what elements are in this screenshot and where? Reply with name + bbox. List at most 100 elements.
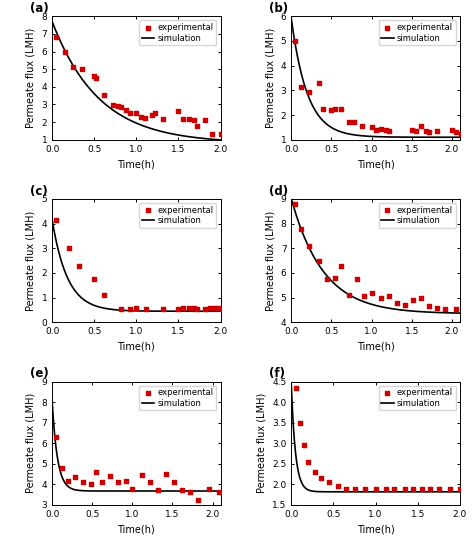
- experimental: [435, 485, 443, 494]
- Legend: experimental, simulation: experimental, simulation: [139, 21, 217, 45]
- experimental: [448, 125, 456, 134]
- experimental: [114, 102, 122, 111]
- simulation: [380, 489, 385, 495]
- simulation: [214, 136, 219, 143]
- experimental: [170, 478, 178, 487]
- Y-axis label: Permeate flux (LMH): Permeate flux (LMH): [265, 211, 275, 311]
- Text: (b): (b): [269, 2, 289, 15]
- experimental: [146, 478, 154, 487]
- experimental: [52, 433, 60, 441]
- experimental: [316, 79, 323, 87]
- simulation: [370, 489, 375, 495]
- Text: (f): (f): [269, 368, 285, 380]
- experimental: [305, 242, 313, 250]
- experimental: [175, 107, 182, 116]
- experimental: [334, 482, 341, 491]
- experimental: [351, 485, 358, 494]
- experimental: [122, 477, 130, 485]
- experimental: [162, 470, 170, 478]
- experimental: [185, 303, 192, 312]
- experimental: [304, 457, 312, 466]
- X-axis label: Time(h): Time(h): [356, 159, 394, 169]
- simulation: [289, 195, 294, 202]
- experimental: [143, 305, 150, 313]
- simulation: [187, 308, 193, 314]
- simulation: [453, 134, 458, 141]
- experimental: [427, 485, 434, 494]
- experimental: [426, 302, 433, 311]
- experimental: [91, 72, 98, 80]
- simulation: [187, 488, 193, 494]
- experimental: [345, 118, 353, 127]
- experimental: [377, 293, 385, 302]
- simulation: [140, 308, 146, 314]
- Legend: experimental, simulation: experimental, simulation: [379, 386, 456, 411]
- simulation: [150, 488, 155, 494]
- experimental: [368, 123, 375, 132]
- experimental: [452, 305, 460, 313]
- experimental: [201, 305, 209, 313]
- experimental: [385, 292, 393, 301]
- Text: (a): (a): [30, 2, 49, 15]
- simulation: [289, 382, 294, 389]
- experimental: [151, 109, 159, 118]
- experimental: [122, 105, 130, 114]
- experimental: [175, 305, 182, 313]
- experimental: [53, 216, 60, 224]
- Line: simulation: simulation: [292, 386, 460, 492]
- experimental: [418, 293, 425, 302]
- experimental: [179, 303, 186, 312]
- experimental: [342, 485, 350, 494]
- simulation: [389, 305, 394, 312]
- experimental: [160, 114, 167, 123]
- experimental: [368, 288, 375, 297]
- experimental: [98, 478, 106, 487]
- experimental: [372, 485, 379, 494]
- experimental: [154, 485, 162, 494]
- Y-axis label: Permeate flux (LMH): Permeate flux (LMH): [26, 393, 36, 494]
- simulation: [368, 489, 374, 495]
- simulation: [447, 489, 453, 495]
- simulation: [457, 489, 463, 495]
- experimental: [292, 383, 300, 392]
- Legend: experimental, simulation: experimental, simulation: [379, 203, 456, 228]
- simulation: [457, 134, 463, 141]
- experimental: [358, 122, 366, 130]
- experimental: [75, 261, 83, 270]
- Legend: experimental, simulation: experimental, simulation: [379, 21, 456, 45]
- experimental: [337, 261, 345, 270]
- X-axis label: Time(h): Time(h): [356, 525, 394, 534]
- simulation: [140, 123, 146, 129]
- experimental: [65, 244, 73, 252]
- experimental: [141, 113, 148, 122]
- Y-axis label: Permeate flux (LMH): Permeate flux (LMH): [26, 28, 36, 128]
- Text: (c): (c): [30, 185, 48, 198]
- experimental: [332, 274, 339, 282]
- simulation: [368, 301, 374, 307]
- Line: simulation: simulation: [52, 220, 220, 311]
- experimental: [78, 65, 85, 73]
- experimental: [418, 122, 425, 130]
- experimental: [138, 471, 146, 479]
- experimental: [137, 112, 145, 121]
- experimental: [209, 130, 216, 139]
- Text: (e): (e): [30, 368, 49, 380]
- experimental: [296, 418, 303, 427]
- experimental: [190, 303, 198, 312]
- experimental: [332, 104, 339, 113]
- experimental: [193, 305, 201, 313]
- simulation: [453, 489, 459, 495]
- simulation: [218, 488, 223, 494]
- simulation: [453, 310, 458, 316]
- X-axis label: Time(h): Time(h): [118, 342, 155, 352]
- experimental: [372, 125, 379, 134]
- experimental: [457, 129, 465, 138]
- experimental: [426, 128, 433, 137]
- experimental: [190, 116, 198, 125]
- experimental: [353, 275, 361, 283]
- simulation: [130, 488, 136, 494]
- simulation: [218, 308, 223, 314]
- simulation: [214, 488, 219, 494]
- simulation: [129, 307, 135, 314]
- experimental: [382, 485, 390, 494]
